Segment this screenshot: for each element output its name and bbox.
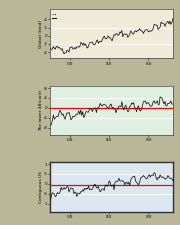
Y-axis label: Contiguous US: Contiguous US <box>39 171 42 203</box>
Y-axis label: Global (land): Global (land) <box>39 20 42 48</box>
Y-axis label: The lower 48(cont): The lower 48(cont) <box>39 90 42 131</box>
